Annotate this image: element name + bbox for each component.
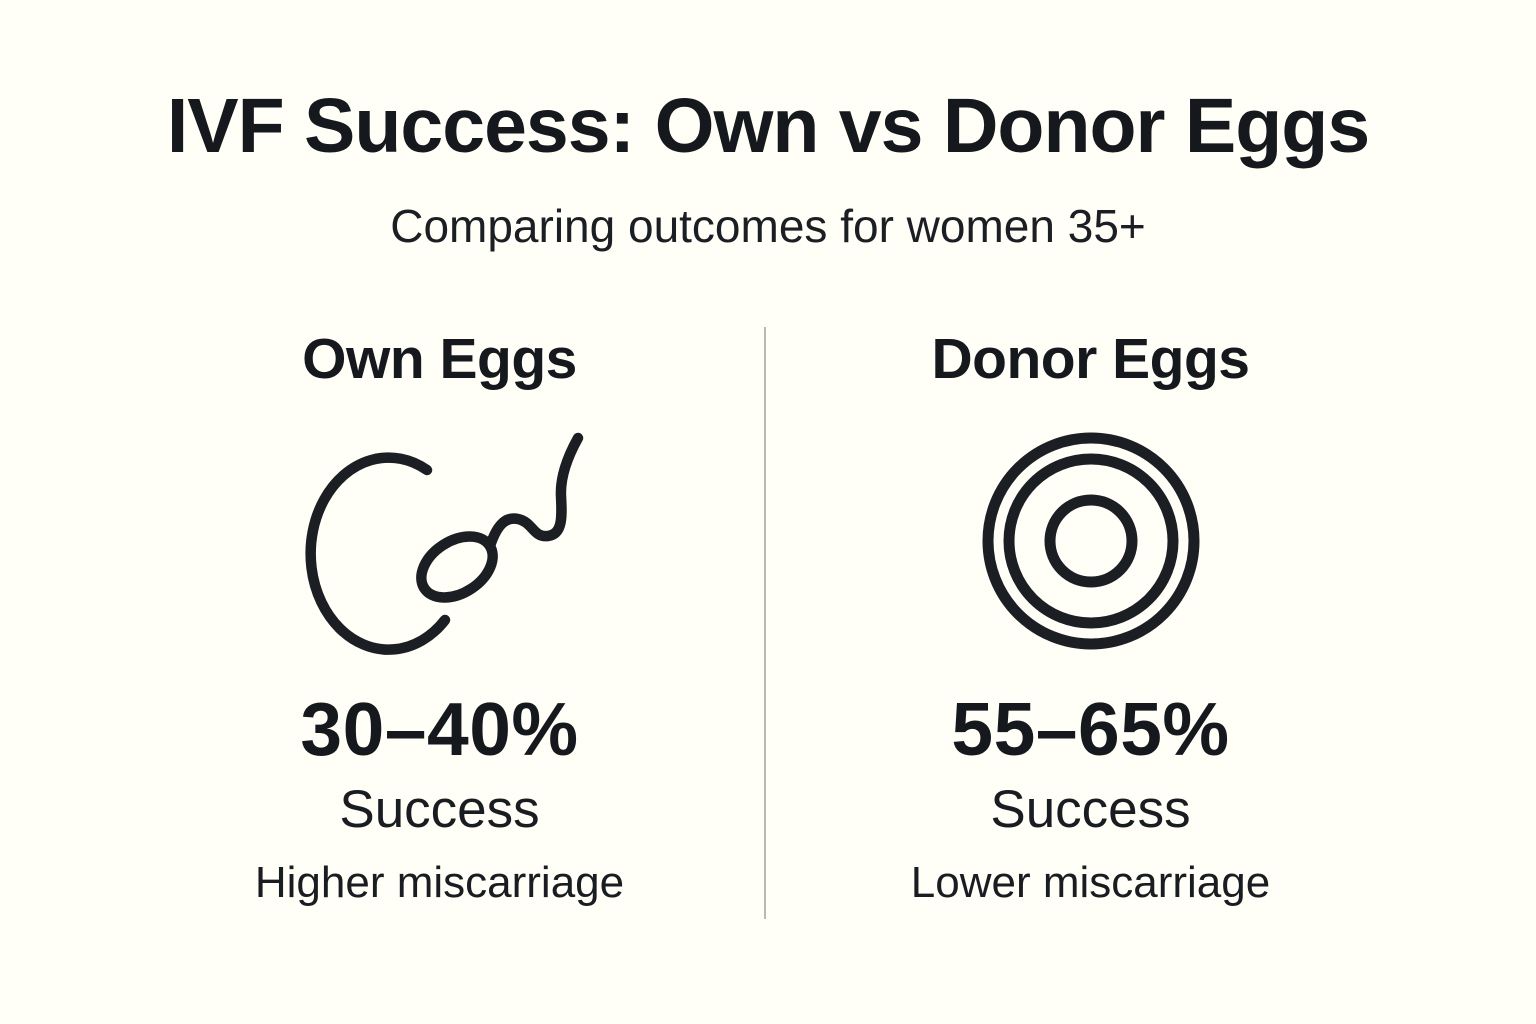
comparison-columns: Own Eggs 30–40% Success Higher miscarria… [115,327,1415,927]
miscarriage-note-donor-eggs: Lower miscarriage [910,857,1271,907]
column-own-eggs: Own Eggs 30–40% Success Higher miscarria… [115,327,764,927]
success-rate-donor-eggs: 55–65% [951,686,1230,771]
egg-with-sperm-icon [290,419,590,664]
concentric-circles-egg-icon [976,419,1206,664]
page-title: IVF Success: Own vs Donor Eggs [166,83,1370,169]
success-rate-own-eggs: 30–40% [300,686,579,771]
column-heading-own-eggs: Own Eggs [302,327,577,391]
miscarriage-note-own-eggs: Higher miscarriage [254,857,625,907]
page-subtitle: Comparing outcomes for women 35+ [390,200,1146,252]
success-label-donor-eggs: Success [990,779,1191,839]
success-label-own-eggs: Success [339,779,540,839]
column-donor-eggs: Donor Eggs 55–65% Success Lower miscarri… [766,327,1415,927]
vertical-divider [764,327,766,919]
column-heading-donor-eggs: Donor Eggs [931,327,1251,391]
